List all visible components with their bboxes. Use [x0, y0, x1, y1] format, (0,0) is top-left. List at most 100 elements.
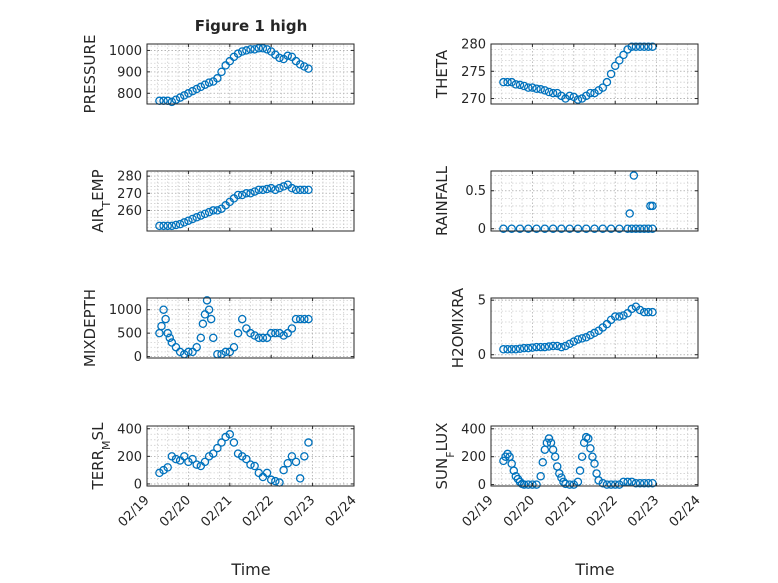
data-point-sun-flux	[639, 478, 649, 488]
y-tick-label: 270	[117, 187, 142, 202]
data-point-sun-flux	[584, 434, 593, 443]
x-tick-label: 02/23	[281, 493, 318, 530]
data-point-terr-msl	[192, 460, 201, 469]
y-axis-label-pressure: PRESSURE	[81, 35, 99, 114]
data-point-air-temp	[287, 183, 297, 193]
data-point-terr-msl	[180, 452, 189, 461]
data-point-h2omixra	[577, 334, 587, 343]
data-point-mixdepth	[275, 328, 284, 338]
data-point-air-temp	[250, 187, 259, 196]
y-axis-label-theta: THETA	[433, 49, 451, 99]
x-tick-label: 02/21	[542, 493, 579, 530]
data-point-h2omixra	[635, 305, 645, 315]
x-tick-label: 02/19	[460, 493, 497, 530]
data-point-rainfall	[615, 224, 624, 233]
x-tick-label: 02/22	[584, 493, 621, 530]
y-tick-label: 280	[117, 170, 142, 185]
data-point-air-temp	[233, 190, 243, 200]
data-point-pressure	[196, 82, 206, 92]
data-point-rainfall	[515, 224, 525, 233]
x-tick-label: 02/20	[501, 493, 538, 530]
data-point-pressure	[295, 60, 305, 69]
data-point-h2omixra	[581, 333, 591, 342]
subplot-air-temp: 260 270 280 AIRTEMP	[89, 169, 355, 233]
data-point-rainfall	[625, 209, 634, 218]
data-point-sun-flux	[606, 480, 616, 489]
y-axis-label-terr-msl: TERRMSL	[89, 422, 113, 491]
data-point-sun-flux	[555, 469, 564, 478]
data-point-rainfall	[598, 224, 608, 233]
data-point-rainfall	[627, 224, 637, 233]
y-tick-label: 200	[117, 450, 142, 465]
data-point-mixdepth	[237, 314, 247, 324]
data-point-terr-msl	[246, 460, 255, 469]
data-point-terr-msl	[229, 438, 239, 447]
data-point-sun-flux	[524, 480, 533, 489]
data-point-air-temp	[192, 213, 201, 222]
data-point-terr-msl	[258, 472, 268, 482]
data-point-rainfall	[548, 224, 558, 233]
data-point-theta	[544, 87, 554, 97]
data-point-pressure	[184, 89, 193, 98]
data-point-theta	[548, 88, 558, 98]
data-point-sun-flux	[619, 477, 628, 487]
x-tick-label: 02/19	[116, 493, 153, 530]
data-point-rainfall	[623, 224, 632, 233]
axes-box-pressure	[146, 43, 355, 105]
data-point-h2omixra	[627, 304, 637, 314]
data-point-air-temp	[258, 185, 268, 195]
data-point-mixdepth	[163, 328, 172, 338]
x-tick-label: 02/24	[323, 493, 360, 530]
data-point-h2omixra	[639, 307, 649, 317]
data-point-air-temp	[188, 214, 197, 224]
data-point-h2omixra	[548, 341, 558, 351]
data-point-air-temp	[242, 189, 251, 198]
data-point-pressure	[283, 51, 293, 61]
axes-box-rainfall	[490, 170, 699, 232]
data-point-theta	[573, 95, 583, 104]
data-point-air-temp	[237, 190, 247, 200]
data-point-h2omixra	[565, 339, 574, 349]
data-point-pressure	[246, 45, 255, 54]
data-point-terr-msl	[242, 454, 251, 464]
data-point-air-temp	[291, 185, 301, 195]
data-point-h2omixra	[540, 342, 550, 352]
y-tick-label: 400	[461, 422, 486, 437]
data-point-rainfall	[631, 224, 641, 233]
data-point-terr-msl	[275, 478, 284, 487]
data-point-mixdepth	[250, 331, 259, 340]
data-point-rainfall	[565, 224, 574, 233]
x-tick-label: 02/24	[667, 493, 704, 530]
data-point-pressure	[180, 91, 189, 100]
data-point-mixdepth	[291, 314, 301, 324]
data-point-sun-flux	[509, 466, 519, 475]
axes-box-mixdepth	[146, 297, 355, 359]
data-point-h2omixra	[499, 345, 508, 354]
data-point-h2omixra	[552, 341, 562, 351]
data-point-theta	[635, 42, 645, 51]
data-point-h2omixra	[507, 345, 516, 354]
data-point-sun-flux	[532, 480, 541, 489]
subplot-sun-flux: 0 200 400 02/19 02/20 02/21 02/22 02/23 02/24 SUN…	[433, 422, 704, 530]
data-point-theta	[524, 83, 533, 92]
data-point-mixdepth	[283, 328, 293, 338]
data-point-h2omixra	[569, 337, 579, 346]
data-point-pressure	[258, 44, 268, 53]
data-point-sun-flux	[575, 466, 585, 475]
data-point-sun-flux	[635, 478, 645, 488]
data-point-air-temp	[180, 218, 189, 227]
data-point-pressure	[175, 93, 185, 102]
data-point-sun-flux	[519, 480, 529, 489]
y-tick-label: 0	[478, 348, 486, 363]
data-point-terr-msl	[279, 465, 288, 475]
data-point-h2omixra	[648, 307, 657, 317]
x-tick-label: 02/22	[240, 493, 277, 530]
y-tick-label: 200	[461, 450, 486, 465]
y-tick-label: 270	[461, 92, 486, 107]
data-point-theta	[565, 91, 574, 101]
data-point-pressure	[242, 46, 251, 55]
data-point-pressure	[262, 45, 272, 54]
x-tick-label: 02/23	[625, 493, 662, 530]
figure-title: Figure 1 high	[195, 17, 308, 35]
data-point-mixdepth	[167, 338, 177, 347]
